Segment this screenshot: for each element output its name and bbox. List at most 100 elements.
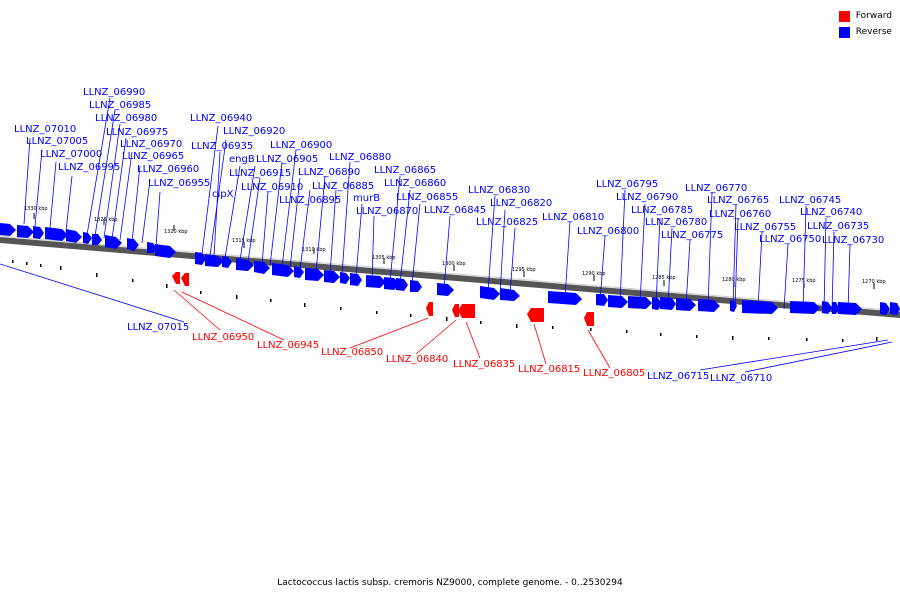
gene-label: LLNZ_06945 [257, 340, 319, 351]
forward-feature [181, 273, 189, 286]
reverse-feature [437, 283, 454, 296]
reverse-feature [66, 229, 82, 243]
gene-label: LLNZ_06830 [468, 185, 530, 196]
reverse-feature [880, 302, 890, 315]
forward-feature [426, 302, 433, 316]
gene-label: murB [353, 193, 380, 204]
reverse-feature [832, 302, 839, 314]
legend-item-forward: Forward [838, 8, 892, 24]
gene-label: LLNZ_06710 [710, 373, 772, 384]
legend-label: Reverse [855, 27, 892, 37]
reverse-feature [45, 227, 68, 241]
reverse-leader-lines [0, 97, 893, 373]
reverse-feature [294, 266, 304, 278]
gene-label: LLNZ_06970 [120, 139, 182, 150]
gene-label: LLNZ_06755 [734, 222, 796, 233]
gene-label: LLNZ_06985 [89, 100, 151, 111]
forward-feature [527, 308, 544, 322]
gene-label: LLNZ_06880 [329, 152, 391, 163]
reverse-feature [660, 297, 676, 310]
reverse-feature [205, 254, 224, 267]
reverse-feature [608, 295, 628, 308]
gene-label: LLNZ_06795 [596, 179, 658, 190]
gene-label: LLNZ_06950 [192, 332, 254, 343]
gene-label: LLNZ_06825 [476, 217, 538, 228]
tick-label: 1300 kbp [442, 261, 466, 267]
gene-label: LLNZ_06905 [256, 154, 318, 165]
gene-label: LLNZ_06960 [137, 164, 199, 175]
reverse-feature [147, 242, 157, 253]
gene-label: LLNZ_06815 [518, 364, 580, 375]
tick-label: 1305 kbp [372, 255, 396, 261]
gene-label: LLNZ_06800 [577, 226, 639, 237]
reverse-features [0, 223, 900, 315]
tick-label: 1295 kbp [512, 267, 536, 273]
reverse-feature [480, 286, 500, 300]
gene-label: LLNZ_06850 [321, 347, 383, 358]
reverse-feature [822, 301, 832, 314]
gene-label: LLNZ_06855 [396, 192, 458, 203]
gene-label: LLNZ_06915 [229, 168, 291, 179]
reverse-feature [396, 278, 408, 291]
reverse-feature [105, 235, 122, 249]
reverse-feature [790, 301, 820, 314]
gene-label: LLNZ_06865 [374, 165, 436, 176]
legend-label: Forward [855, 11, 892, 21]
reverse-feature [500, 288, 520, 301]
gene-label: LLNZ_06735 [807, 221, 869, 232]
gene-label: LLNZ_06810 [542, 212, 604, 223]
gene-label: LLNZ_06980 [95, 113, 157, 124]
gene-label: LLNZ_07015 [127, 322, 189, 333]
reverse-feature [272, 263, 294, 277]
reverse-feature [838, 302, 862, 315]
gene-label: LLNZ_06835 [453, 359, 515, 370]
tick-label: 1325 kbp [94, 217, 118, 223]
gene-label: LLNZ_06840 [386, 354, 448, 365]
forward-feature [458, 304, 475, 318]
forward-feature [452, 304, 459, 317]
reverse-feature [366, 275, 386, 288]
reverse-feature [548, 291, 582, 305]
reverse-feature [195, 252, 206, 265]
reverse-feature [742, 300, 778, 314]
gene-label: LLNZ_06870 [356, 206, 418, 217]
tick-label: 1290 kbp [582, 271, 606, 277]
gene-label: LLNZ_06780 [645, 217, 707, 228]
reverse-feature [236, 258, 254, 271]
reverse-feature [698, 299, 720, 312]
reverse-feature [254, 261, 270, 274]
legend-item-reverse: Reverse [838, 24, 892, 40]
gene-label: LLNZ_06775 [661, 230, 723, 241]
gene-label: engB [229, 154, 255, 165]
reverse-feature [410, 280, 422, 292]
forward-feature [172, 272, 180, 284]
tick-label: 1270 kbp [862, 279, 886, 285]
gene-label: LLNZ_06745 [779, 195, 841, 206]
gene-label: LLNZ_06965 [122, 151, 184, 162]
forward-leader-lines [173, 289, 611, 369]
gene-label: LLNZ_06790 [616, 192, 678, 203]
gene-label: LLNZ_07000 [40, 149, 102, 160]
reverse-feature [350, 273, 362, 286]
gene-label: LLNZ_07010 [14, 124, 76, 135]
reverse-feature [652, 297, 662, 310]
gene-label: LLNZ_06785 [631, 205, 693, 216]
reverse-gene-labels: LLNZ_06990 LLNZ_06985 LLNZ_06980 LLNZ_06… [14, 87, 884, 384]
reverse-swatch [838, 26, 850, 38]
reverse-feature [0, 223, 16, 236]
reverse-feature [155, 244, 176, 258]
gene-label: LLNZ_06750 [759, 234, 821, 245]
tick-label: 1330 kbp [24, 206, 48, 212]
gene-label: LLNZ_06845 [424, 205, 486, 216]
tick-label: 1310 kbp [302, 247, 326, 253]
gene-label: LLNZ_07005 [26, 136, 88, 147]
gene-label: LLNZ_06910 [241, 182, 303, 193]
reverse-feature [222, 256, 232, 268]
tick-label: 1285 kbp [652, 275, 676, 281]
reverse-feature [676, 298, 696, 311]
reverse-feature [305, 268, 324, 281]
gene-label: LLNZ_06895 [279, 195, 341, 206]
gene-label: LLNZ_06975 [106, 127, 168, 138]
gene-label: LLNZ_06990 [83, 87, 145, 98]
reverse-feature [33, 226, 44, 239]
